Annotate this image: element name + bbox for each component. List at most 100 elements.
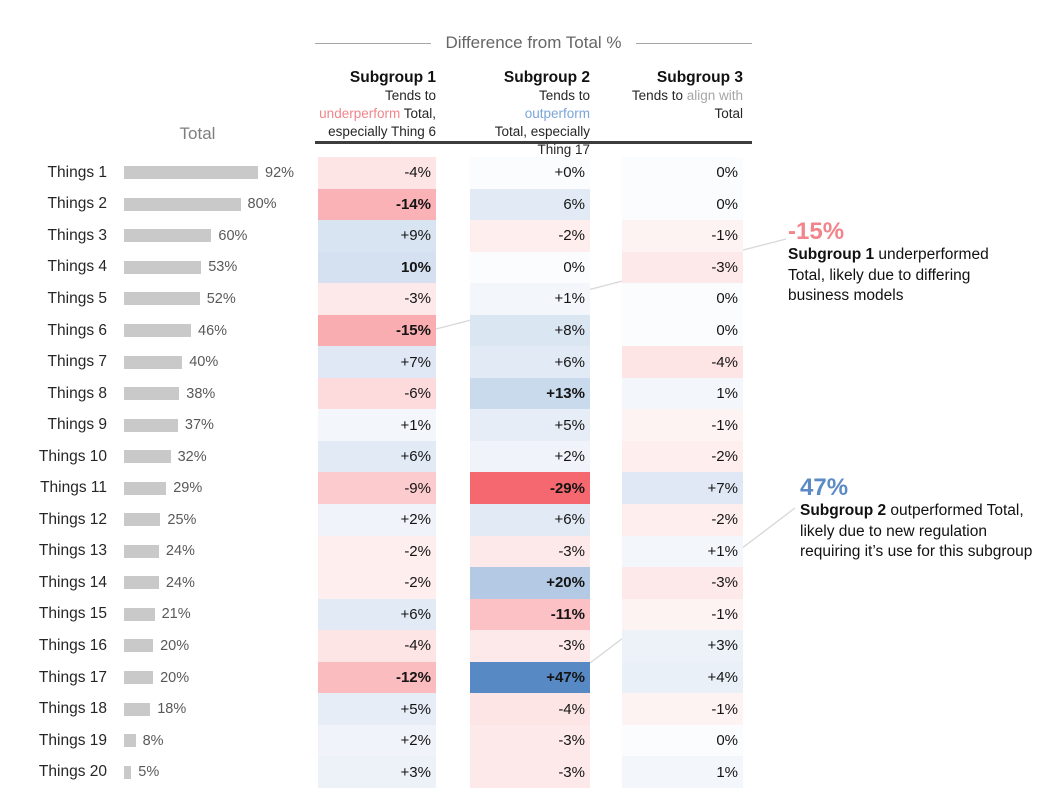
highlight-word: align with [686,88,743,103]
total-row: Things 3 60% [20,220,310,252]
total-bar [124,671,154,685]
heat-cell: 0% [622,724,743,757]
heat-cell: -2% [470,220,590,252]
total-row: Things 18 18% [20,693,310,725]
heat-cell: 1% [622,377,743,410]
heat-cell: -2% [318,535,436,568]
heat-cell: +6% [470,504,590,536]
heat-cell: 0% [622,157,743,189]
subgroup-description-line: underperform Total, [319,106,436,121]
header-underline [315,141,752,144]
annotation-1: -15% Subgroup 1 underperformed Total, like… [788,219,1016,307]
total-value: 24% [165,543,195,560]
heat-cell: +9% [318,220,436,252]
total-row: Things 19 8% [20,725,310,757]
total-value: 25% [167,511,197,528]
row-label: Things 4 [47,258,107,276]
total-row: Things 7 40% [20,346,310,378]
total-row: Things 16 20% [20,630,310,662]
heat-cell: +8% [470,314,590,347]
heat-cell: -4% [470,693,590,725]
annotation-text-line: requiring it’s use for this subgroup [800,543,1033,560]
total-row: Things 6 46% [20,315,310,347]
subgroup-description-line: Total, especially [494,124,590,139]
figure-title-row: Difference from Total % [315,33,752,53]
total-value: 29% [173,480,203,497]
total-value: 46% [198,322,228,339]
total-bar [124,734,136,748]
heat-cell: +6% [318,598,436,631]
annotation-text-line: Total, likely due to differing [788,266,971,284]
subgroup-description-line: Tends to align with [631,88,743,103]
heat-cell: -2% [622,504,743,536]
row-label: Things 17 [38,668,107,686]
heat-cell: -3% [318,283,436,315]
annotation-text-line: business models [788,287,904,304]
total-bar [124,197,241,211]
total-row: Things 13 24% [20,536,310,568]
total-value: 37% [184,417,214,434]
heat-cell: -14% [318,188,436,221]
annotation-value: -15% [788,218,845,245]
heat-cell: -3% [470,630,590,662]
total-value: 38% [186,385,216,402]
total-bar-chart: Things 1 92% Things 2 80% Things 3 60% Things … [20,157,310,788]
annotation-value: 47% [800,474,849,501]
heat-cell: -12% [318,661,436,694]
heat-column-1: -4% -14% +9% 10% -3% -15% +7% -6% +1% +6% -9% +2% -2… [318,157,436,788]
heat-cell: +6% [470,346,590,378]
heat-cell: -2% [318,567,436,599]
heat-cell: 0% [622,283,743,315]
heat-cell: +1% [622,535,743,568]
highlight-word: underperform [319,106,401,121]
heat-cell: +1% [470,283,590,315]
heat-cell: +20% [470,567,590,599]
total-value: 21% [161,606,191,623]
total-bar [124,765,132,779]
heat-cell: -4% [318,157,436,189]
heat-cell: +47% [470,661,590,694]
heat-cell: -4% [622,346,743,378]
total-value: 40% [189,354,219,371]
total-bar [124,450,171,464]
heat-cell: +13% [470,377,590,410]
total-row: Things 8 38% [20,378,310,410]
subgroup-description-line: Tends to outperform [524,88,590,121]
total-bar [124,387,180,401]
row-label: Things 3 [47,226,107,244]
annotation-text-line: Subgroup 1 underperformed [788,246,989,263]
total-value: 60% [218,227,248,244]
total-column-header: Total [179,124,216,143]
total-row: Things 5 52% [20,283,310,315]
heat-cell: 0% [470,251,590,284]
total-value: 18% [157,701,187,718]
row-label: Things 18 [38,700,107,718]
total-row: Things 15 21% [20,599,310,631]
total-row: Things 2 80% [20,189,310,221]
total-value: 20% [160,637,190,654]
heat-cell: 6% [470,188,590,221]
total-row: Things 9 37% [20,409,310,441]
subgroup-description-line: Total [714,106,743,121]
row-label: Things 7 [47,353,107,371]
heat-cell: +0% [470,157,590,189]
row-label: Things 2 [47,195,107,213]
row-label: Things 15 [38,605,107,623]
subgroup-name: Subgroup 3 [656,69,743,86]
total-value: 80% [247,196,277,213]
heat-cell: +5% [470,409,590,441]
heat-cell: -1% [622,409,743,441]
row-label: Things 8 [47,384,107,402]
total-value: 5% [138,764,160,781]
heat-cell: +2% [318,504,436,536]
total-row: Things 20 5% [20,756,310,788]
total-value: 24% [165,574,195,591]
heat-cell: +6% [318,440,436,473]
total-value: 53% [208,259,238,276]
row-label: Things 16 [38,636,107,654]
heat-cell: +7% [318,346,436,378]
total-bar [124,260,202,274]
heat-cell: +5% [318,693,436,725]
row-label: Things 6 [47,321,107,339]
